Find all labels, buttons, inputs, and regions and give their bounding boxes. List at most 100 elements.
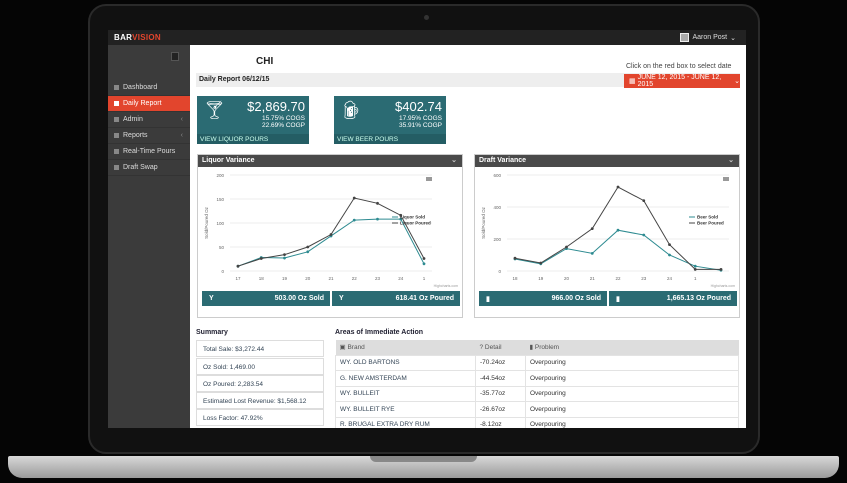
data-point[interactable] xyxy=(352,218,356,222)
line-chart: 0 50 100 150 200 Sold/Poured Oz 17 18 19 20 21 22 23… xyxy=(204,173,458,288)
chart-credit[interactable]: Highcharts.com xyxy=(711,284,735,288)
camera xyxy=(424,15,429,20)
data-point[interactable] xyxy=(376,217,379,221)
brand-cell: WY. BULLEIT xyxy=(335,385,476,402)
view-liquor-pours-link[interactable]: VIEW LIQUOR POURS xyxy=(197,134,309,144)
logo[interactable]: BARVISION xyxy=(114,33,162,42)
data-point[interactable] xyxy=(590,252,594,255)
x-tick-label: 24 xyxy=(398,276,404,281)
data-point[interactable] xyxy=(306,245,310,249)
table-row[interactable]: WY. OLD BARTONS -70.24oz Overpouring xyxy=(335,354,739,371)
line-chart: 0 200 400 600 Sold/Poured Oz 18 19 20 21 22 23 24 1 H… xyxy=(481,173,735,288)
x-tick-label: 18 xyxy=(259,276,265,281)
chevron-down-icon[interactable]: ⌄ xyxy=(728,157,734,164)
sidebar-item-real-time-pours[interactable]: Real-Time Pours xyxy=(108,144,190,160)
beer-icon xyxy=(114,165,119,170)
x-tick-label: 22 xyxy=(615,276,621,281)
panel-title: Draft Variance xyxy=(479,157,527,164)
chevron-down-icon: ⌄ xyxy=(732,78,740,85)
chart-credit[interactable]: Highcharts.com xyxy=(434,284,458,288)
x-tick-label: 20 xyxy=(564,276,570,281)
home-icon xyxy=(114,85,119,90)
avatar xyxy=(680,33,690,42)
data-point[interactable] xyxy=(668,243,671,246)
legend-label[interactable]: Liquor Poured xyxy=(400,221,431,226)
legend-label[interactable]: Beer Poured xyxy=(697,221,724,226)
brand-cell: WY. OLD BARTONS xyxy=(335,354,476,371)
data-point[interactable] xyxy=(565,245,568,249)
poured-stat: Y 618.41 Oz Poured xyxy=(332,291,460,306)
column-brand[interactable]: ▣ Brand xyxy=(335,340,476,355)
detail-cell: -35.77oz xyxy=(475,385,526,402)
data-point[interactable] xyxy=(399,217,403,221)
data-point[interactable] xyxy=(539,261,543,265)
martini-glass-icon: Y xyxy=(209,295,214,302)
data-point[interactable] xyxy=(283,256,286,260)
data-point[interactable] xyxy=(590,227,594,230)
menu-icon[interactable] xyxy=(426,177,432,181)
date-hint: Click on the red box to select date xyxy=(626,63,732,70)
actions-title: Areas of Immediate Action xyxy=(335,329,424,336)
poured-stat: ▮ 1,665.13 Oz Poured xyxy=(609,291,737,306)
column-problem[interactable]: ▮ Problem xyxy=(525,340,739,355)
data-point[interactable] xyxy=(642,199,646,202)
data-point[interactable] xyxy=(236,264,240,268)
x-tick-label: 1 xyxy=(423,276,426,281)
data-point[interactable] xyxy=(352,196,356,200)
legend-label[interactable]: Liquor Sold xyxy=(400,215,425,220)
sidebar-toggle[interactable] xyxy=(171,52,179,61)
sidebar-item-admin[interactable]: Admin ‹ xyxy=(108,112,190,128)
data-point[interactable] xyxy=(376,201,379,205)
beer-mug-icon: 🍺︎ xyxy=(340,100,363,120)
sidebar-item-daily-report[interactable]: Daily Report xyxy=(108,96,190,112)
x-tick-label: 21 xyxy=(590,276,596,281)
chevron-down-icon[interactable]: ⌄ xyxy=(451,157,457,164)
table-row[interactable]: R. BRUGAL EXTRA DRY RUM -8.12oz Overpourin… xyxy=(335,416,739,428)
data-point[interactable] xyxy=(399,213,403,217)
y-tick-label: 150 xyxy=(216,197,224,202)
report-icon xyxy=(114,101,119,106)
legend-label[interactable]: Beer Sold xyxy=(697,215,718,220)
data-point[interactable] xyxy=(422,257,426,260)
date-range-picker[interactable]: ▦ JUNE 12, 2015 - JUNE 12, 2015 ⌄ xyxy=(624,74,740,88)
data-point[interactable] xyxy=(616,228,620,232)
data-point[interactable] xyxy=(668,253,671,257)
user-menu[interactable]: Aaron Post ⌄ xyxy=(680,33,736,42)
y-axis-label: Sold/Poured Oz xyxy=(481,206,486,239)
data-point[interactable] xyxy=(693,264,697,268)
data-point[interactable] xyxy=(642,233,646,237)
data-point[interactable] xyxy=(329,233,333,236)
data-point[interactable] xyxy=(259,257,263,260)
problem-cell: Overpouring xyxy=(525,401,739,418)
data-point[interactable] xyxy=(283,253,286,257)
table-row[interactable]: WY. BULLEIT RYE -26.67oz Overpouring xyxy=(335,401,739,418)
column-detail[interactable]: ? Detail xyxy=(475,340,526,355)
summary-title: Summary xyxy=(196,329,228,336)
top-bar: BARVISION Aaron Post ⌄ xyxy=(108,30,746,45)
martini-glass-icon: 🍸︎ xyxy=(203,100,226,120)
data-point[interactable] xyxy=(616,185,620,189)
sidebar-item-draft-swap[interactable]: Draft Swap xyxy=(108,160,190,176)
beer-card: 🍺︎ $402.74 17.95% COGS 35.91% COGP VIEW … xyxy=(334,96,446,144)
table-row[interactable]: G. NEW AMSTERDAM -44.54oz Overpouring xyxy=(335,370,739,387)
sidebar-item-dashboard[interactable]: Dashboard xyxy=(108,80,190,96)
y-tick-label: 200 xyxy=(493,237,501,242)
menu-icon[interactable] xyxy=(723,177,729,181)
x-tick-label: 23 xyxy=(375,276,381,281)
series-line xyxy=(237,197,425,267)
data-point[interactable] xyxy=(719,268,723,271)
data-point[interactable] xyxy=(306,250,310,254)
x-tick-label: 20 xyxy=(305,276,311,281)
chevron-left-icon: ‹ xyxy=(180,132,183,139)
sidebar-item-reports[interactable]: Reports ‹ xyxy=(108,128,190,144)
table-row[interactable]: WY. BULLEIT -35.77oz Overpouring xyxy=(335,385,739,402)
y-tick-label: 400 xyxy=(493,205,501,210)
x-tick-label: 23 xyxy=(641,276,647,281)
data-point[interactable] xyxy=(693,268,697,271)
data-point[interactable] xyxy=(513,256,517,260)
martini-glass-icon: Y xyxy=(339,295,344,302)
view-beer-pours-link[interactable]: VIEW BEER POURS xyxy=(334,134,446,144)
panel-title: Liquor Variance xyxy=(202,157,255,164)
location-title: CHI xyxy=(256,56,274,67)
data-point[interactable] xyxy=(422,262,426,266)
